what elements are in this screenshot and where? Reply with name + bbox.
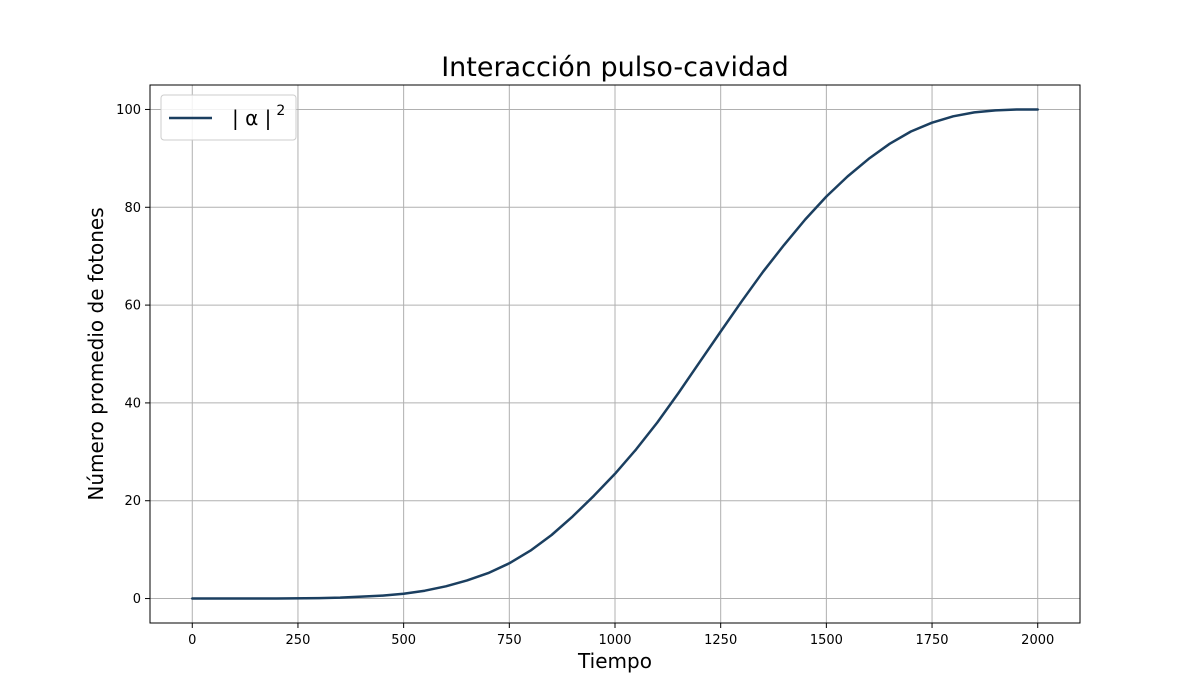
x-tick-label: 0 bbox=[188, 633, 196, 648]
x-tick-label: 1250 bbox=[704, 633, 737, 648]
series-layer bbox=[191, 108, 1039, 600]
y-tick-label: 80 bbox=[124, 201, 141, 216]
y-tick-label: 100 bbox=[116, 103, 141, 118]
axis-ticks: 0 250 500 750 1000 1250 1500 1750 2000 0 20 40 60 80 1… bbox=[116, 103, 1054, 648]
y-tick-label: 0 bbox=[133, 592, 141, 607]
x-axis-title: Tiempo bbox=[577, 649, 652, 673]
x-tick-label: 1750 bbox=[915, 633, 948, 648]
y-tick-label: 60 bbox=[124, 299, 141, 314]
x-tick-label: 2000 bbox=[1021, 633, 1054, 648]
series-line bbox=[191, 108, 1039, 600]
x-tick-label: 750 bbox=[497, 633, 522, 648]
y-tick-label: 40 bbox=[124, 396, 141, 411]
legend: | α | 2 bbox=[160, 94, 297, 141]
legend-entry-label: | α | 2 bbox=[232, 103, 285, 130]
x-tick-label: 250 bbox=[286, 633, 311, 648]
x-tick-label: 500 bbox=[391, 633, 416, 648]
chart-title: Interacción pulso-cavidad bbox=[441, 52, 789, 83]
x-tick-label: 1500 bbox=[810, 633, 843, 648]
x-tick-label: 1000 bbox=[598, 633, 631, 648]
y-tick-label: 20 bbox=[124, 494, 141, 509]
grid-lines bbox=[150, 85, 1080, 623]
legend-box bbox=[160, 94, 297, 141]
y-axis-title: Número promedio de fotones bbox=[84, 207, 108, 500]
